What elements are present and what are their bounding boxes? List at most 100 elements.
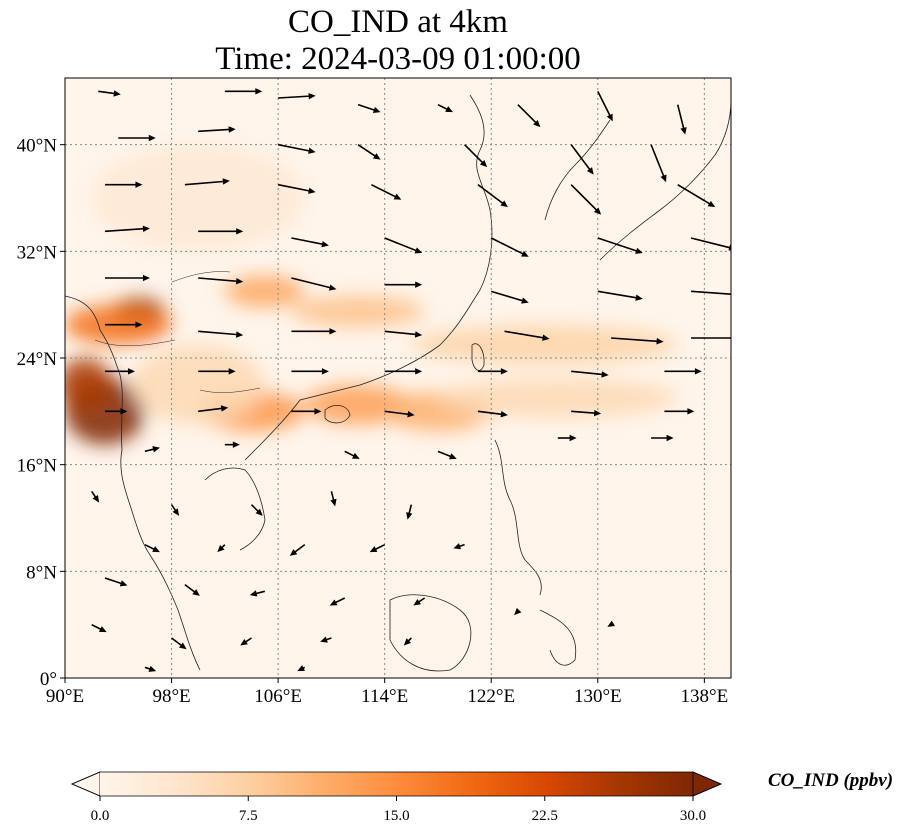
wind-arrow-head xyxy=(240,638,248,646)
wind-arrow xyxy=(384,330,423,338)
wind-arrow xyxy=(104,225,150,233)
wind-arrow xyxy=(91,623,107,633)
wind-arrow xyxy=(217,544,226,553)
wind-arrow-head xyxy=(569,434,577,442)
wind-arrow-head xyxy=(113,90,121,97)
map-title: CO_IND at 4km xyxy=(288,4,508,40)
wind-arrow-head xyxy=(372,153,381,160)
wind-arrow xyxy=(90,490,100,503)
wind-arrow-head xyxy=(236,228,244,235)
wind-arrow-shaft xyxy=(278,95,312,99)
wind-arrow-head xyxy=(500,368,508,375)
wind-arrow xyxy=(289,544,306,556)
wind-arrow xyxy=(198,126,236,133)
wind-arrow-head xyxy=(606,113,613,122)
wind-arrow-head xyxy=(92,494,100,503)
wind-arrow-shaft xyxy=(198,277,240,283)
wind-arrow-shaft xyxy=(597,237,640,253)
wind-arrow xyxy=(570,184,602,215)
wind-arrow xyxy=(224,441,240,448)
wind-arrow xyxy=(477,410,508,418)
colorbar-over-extension xyxy=(692,771,723,797)
wind-arrow-head xyxy=(514,607,522,616)
wind-arrow xyxy=(144,665,157,672)
wind-arrow xyxy=(291,368,329,375)
wind-arrow-head xyxy=(135,321,143,328)
colorbar-gradient xyxy=(100,772,693,796)
lon-tick-label: 138°E xyxy=(681,686,729,707)
wind-arrow-shaft xyxy=(491,290,526,303)
wind-arrow xyxy=(104,181,143,188)
wind-arrow xyxy=(384,368,423,375)
wind-arrow-head xyxy=(736,291,743,297)
coastline-indochina xyxy=(204,467,266,551)
wind-arrow-shaft xyxy=(277,183,312,193)
wind-arrow-head xyxy=(232,441,240,448)
coastline-china xyxy=(244,94,493,461)
wind-arrow-head xyxy=(601,371,609,378)
wind-arrow xyxy=(477,368,508,375)
wind-arrow-shaft xyxy=(650,144,666,179)
wind-arrow xyxy=(291,237,329,248)
wind-arrow-head xyxy=(222,178,230,185)
wind-arrow xyxy=(491,290,529,304)
wind-arrow xyxy=(384,410,415,418)
lon-tick-label: 98°E xyxy=(152,686,190,707)
wind-arrow-head xyxy=(289,549,298,556)
wind-arrow-head xyxy=(453,543,462,550)
wind-arrow-head xyxy=(521,297,529,304)
wind-arrow-shaft xyxy=(277,143,312,153)
colorbar-under-extension xyxy=(70,771,101,797)
wind-arrow-head xyxy=(352,452,360,459)
wind-arrow xyxy=(571,370,609,378)
wind-arrow xyxy=(277,143,316,154)
wind-arrow-shaft xyxy=(98,90,117,95)
wind-arrow xyxy=(104,321,143,328)
concentration-plume xyxy=(291,295,425,328)
wind-arrow-head xyxy=(308,92,316,100)
wind-arrow xyxy=(651,434,674,442)
wind-arrow xyxy=(357,103,381,113)
wind-arrow-shaft xyxy=(198,330,240,336)
wind-arrow-shaft xyxy=(504,330,546,339)
wind-arrow xyxy=(611,337,664,345)
wind-arrow xyxy=(98,90,121,97)
wind-arrow xyxy=(198,330,244,338)
wind-arrow-shaft xyxy=(597,290,639,299)
wind-arrow-shaft xyxy=(384,237,419,253)
lat-tick-label: 32°N xyxy=(17,242,58,263)
wind-arrow-shaft xyxy=(104,227,147,233)
wind-arrow xyxy=(144,446,160,453)
wind-arrow-shaft xyxy=(677,183,713,206)
wind-arrow xyxy=(297,665,306,672)
wind-arrow-head xyxy=(135,181,143,188)
concentration-plume xyxy=(437,378,678,418)
wind-arrow-head xyxy=(414,247,423,254)
wind-arrow xyxy=(198,277,244,285)
wind-arrow xyxy=(570,144,594,175)
wind-arrow-head xyxy=(120,408,128,415)
wind-arrow-shaft xyxy=(384,410,411,416)
wind-arrow-head xyxy=(152,446,160,453)
lat-tick-label: 24°N xyxy=(17,349,58,370)
wind-arrow-head xyxy=(329,328,337,335)
wind-arrow-shaft xyxy=(477,184,506,206)
wind-arrow xyxy=(277,183,316,194)
wind-arrow-head xyxy=(192,589,200,596)
wind-arrow xyxy=(514,607,522,616)
colorbar-ticks: 0.0 7.5 15.0 22.5 30.0 xyxy=(91,796,706,824)
wind-arrow xyxy=(664,368,702,375)
wind-arrow-shaft xyxy=(490,237,526,256)
wind-arrow-head xyxy=(393,193,402,200)
wind-arrow-shaft xyxy=(690,290,731,295)
wind-arrow xyxy=(249,590,265,597)
wind-arrow-head xyxy=(228,368,236,375)
wind-arrow-head xyxy=(314,408,322,415)
wind-arrow xyxy=(291,277,337,291)
wind-arrow-head xyxy=(687,408,695,415)
wind-arrow-shaft xyxy=(291,237,326,246)
wind-arrow-head xyxy=(308,147,316,154)
wind-arrow-head xyxy=(586,167,594,175)
wind-arrow-head xyxy=(217,544,225,553)
